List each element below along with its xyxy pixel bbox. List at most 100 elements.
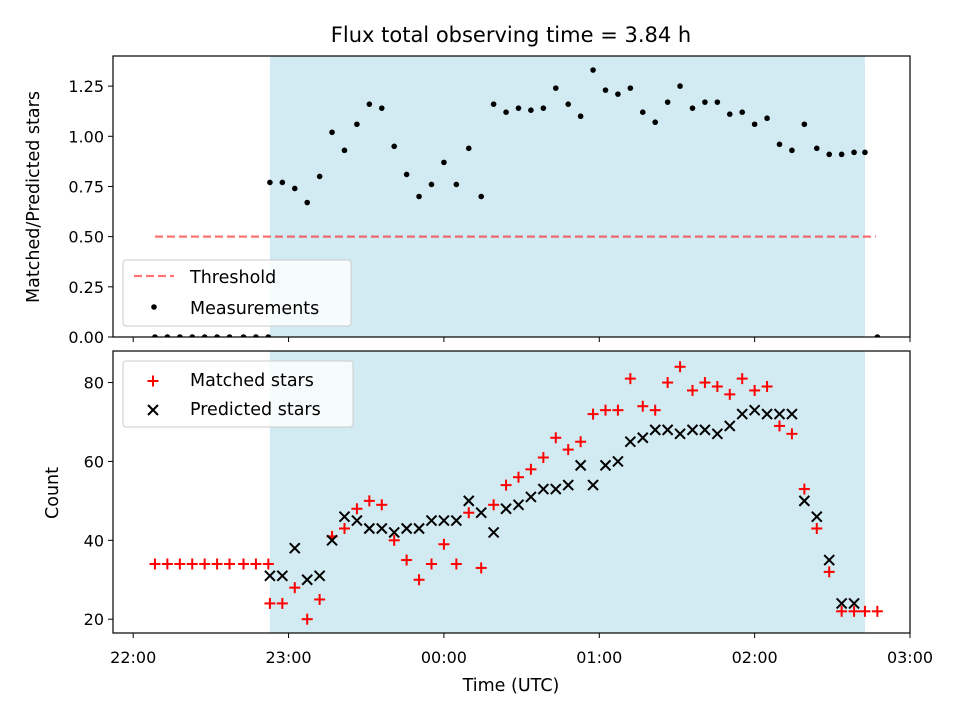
measurement-point: [341, 147, 348, 154]
predicted-star-point: [711, 428, 724, 440]
measurement-point: [851, 149, 857, 156]
matched-star-point: [488, 499, 500, 511]
predicted-star-point: [500, 503, 512, 515]
measurement-point: [465, 145, 472, 152]
matched-star-point: [624, 373, 636, 385]
matched-star-point: [724, 388, 736, 400]
x-tick-label: 22:00: [110, 648, 156, 667]
matched-star-point: [376, 499, 388, 511]
matched-star-point: [174, 558, 186, 570]
matched-star-point: [649, 404, 661, 416]
predicted-star-point: [773, 408, 786, 420]
measurement-point: [664, 99, 671, 105]
matched-star-point: [161, 558, 173, 570]
matched-star-point: [338, 522, 350, 534]
predicted-star-point: [562, 479, 574, 491]
bottom-panel: 20 40 60 80 22:00 23:00 00:00 01:00 02:00 03:00 Ma…: [84, 350, 933, 667]
matched-star-point: [761, 380, 773, 392]
y-tick-label: 1.25: [68, 77, 104, 96]
measurement-point: [329, 129, 335, 136]
predicted-star-point: [674, 428, 686, 440]
matched-star-point: [699, 377, 711, 389]
y-tick-label: 60: [84, 452, 104, 471]
bottom-y-axis-label: Count: [43, 467, 63, 519]
plot-area: [152, 56, 881, 337]
matched-star-point: [450, 558, 462, 570]
measurement-point: [366, 101, 373, 107]
predicted-star-point: [326, 534, 338, 547]
measurement-point: [639, 109, 646, 115]
predicted-star-point: [301, 574, 313, 586]
predicted-star-point: [786, 408, 798, 420]
measurement-point: [764, 115, 770, 122]
measurement-point: [776, 141, 783, 148]
measurement-point: [652, 119, 659, 126]
matched-star-point: [736, 373, 748, 385]
measurement-point: [403, 171, 410, 178]
measurement-point: [590, 67, 596, 73]
measurement-point: [240, 334, 247, 337]
measurement-point: [304, 199, 311, 206]
plot-area: [149, 351, 883, 633]
measurement-point: [201, 334, 208, 337]
matched-star-point: [211, 558, 223, 570]
matched-star-point: [264, 597, 276, 609]
measurement-point: [751, 121, 758, 128]
matched-star-point: [512, 471, 524, 483]
matched-star-point: [823, 566, 835, 578]
predicted-star-point: [624, 436, 637, 448]
matched-star-point: [413, 574, 425, 586]
measurement-point: [689, 105, 696, 111]
predicted-star-point: [425, 514, 438, 527]
matched-star-point: [401, 554, 413, 566]
matched-star-point: [262, 558, 274, 570]
axes-frame: [112, 350, 911, 634]
predicted-star-point: [475, 506, 487, 519]
observing-span: [269, 56, 865, 337]
measurement-point: [428, 181, 435, 188]
measurement-point: [152, 334, 158, 337]
predicted-star-point: [661, 424, 674, 436]
x-tick-label: 02:00: [732, 648, 778, 667]
legend-threshold-label: Threshold: [189, 268, 276, 288]
measurement-point: [177, 334, 183, 337]
matched-star-point: [500, 479, 512, 491]
measurement-point: [826, 151, 833, 158]
axes-frame: [112, 55, 911, 338]
predicted-star-point: [388, 526, 400, 539]
y-tick-label: 0.00: [68, 328, 104, 347]
measurement-point: [577, 113, 584, 120]
matched-star-point: [562, 444, 574, 456]
predicted-star-point: [736, 408, 748, 420]
y-tick-label: 0.75: [68, 177, 104, 196]
matched-star-point: [798, 483, 810, 495]
x-tick-label: 03:00: [887, 648, 933, 667]
measurement-point: [189, 334, 196, 337]
matched-star-point: [238, 558, 250, 570]
measurement-point: [378, 105, 385, 111]
matched-star-point: [525, 463, 537, 475]
matched-star-point: [612, 404, 624, 416]
matched-star-point: [250, 558, 262, 570]
predicted-star-point: [811, 510, 823, 523]
measurement-point: [214, 334, 220, 337]
measurement-point: [627, 85, 634, 91]
predicted-star-point: [450, 514, 463, 527]
matched-star-point: [550, 432, 562, 444]
measurement-point: [490, 101, 497, 107]
predicted-star-point: [637, 432, 649, 444]
legend-predicted-swatch: [147, 404, 159, 416]
matched-star-point: [301, 613, 313, 625]
measurement-point: [416, 193, 422, 200]
matched-star-point: [276, 597, 288, 609]
predicted-star-point: [400, 522, 413, 535]
bottom-legend: Matched stars Predicted stars: [122, 360, 354, 428]
y-tick-label: 40: [84, 531, 104, 550]
matched-star-point: [686, 384, 698, 396]
matched-star-point: [363, 495, 375, 507]
predicted-star-point: [798, 495, 811, 507]
predicted-star-point: [724, 420, 736, 432]
matched-star-point: [749, 384, 761, 396]
y-tick-label: 20: [84, 610, 104, 629]
